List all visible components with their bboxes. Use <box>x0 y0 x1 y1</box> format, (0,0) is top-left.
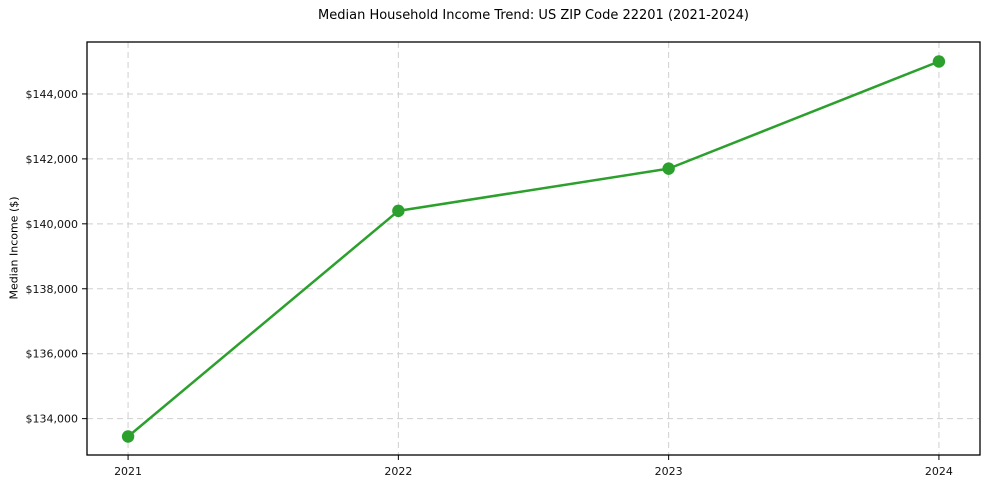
x-tick-label: 2021 <box>114 465 142 478</box>
y-tick-label: $140,000 <box>26 218 79 231</box>
y-tick-label: $142,000 <box>26 153 79 166</box>
y-tick-label: $144,000 <box>26 88 79 101</box>
x-tick-label: 2022 <box>384 465 412 478</box>
data-point <box>662 162 675 175</box>
data-point <box>392 204 405 218</box>
y-tick-label: $134,000 <box>26 413 79 426</box>
x-tick-label: 2023 <box>655 465 683 478</box>
data-point <box>932 55 946 68</box>
plot-border <box>86 41 981 456</box>
chart-title: Median Household Income Trend: US ZIP Co… <box>318 8 749 23</box>
y-tick-label: $136,000 <box>26 348 79 361</box>
trend-line <box>126 60 941 438</box>
data-point <box>121 430 135 443</box>
x-tick-label: 2024 <box>925 465 953 478</box>
y-tick-label: $138,000 <box>26 283 79 296</box>
